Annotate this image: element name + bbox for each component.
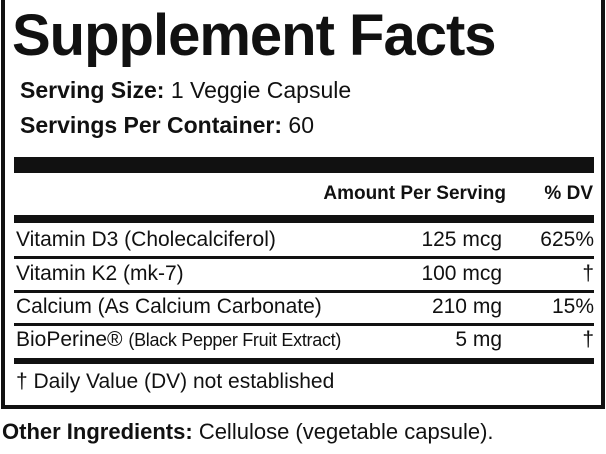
- serving-size-value: 1 Veggie Capsule: [170, 77, 352, 103]
- table-row: BioPerine® (Black Pepper Fruit Extract) …: [14, 324, 594, 356]
- footnote: † Daily Value (DV) not established: [16, 370, 335, 393]
- servings-per-container: Servings Per Container: 60: [20, 112, 314, 138]
- nutrient-name: Calcium (As Calcium Carbonate): [16, 295, 322, 318]
- nutrient-brand-name: BioPerine®: [16, 328, 123, 351]
- panel-title: Supplement Facts: [12, 3, 497, 68]
- header-divider: [14, 215, 594, 223]
- row-divider: [14, 290, 594, 293]
- other-ingredients-label: Other Ingredients:: [2, 419, 193, 444]
- serving-size-label: Serving Size:: [20, 77, 165, 103]
- row-divider: [14, 323, 594, 326]
- other-ingredients-value: Cellulose (vegetable capsule).: [198, 419, 494, 444]
- thick-divider: [14, 157, 594, 173]
- nutrient-amount: 100 mcg: [421, 262, 502, 285]
- nutrient-name: BioPerine® (Black Pepper Fruit Extract): [16, 324, 341, 356]
- serving-size: Serving Size: 1 Veggie Capsule: [20, 77, 351, 103]
- dv-column-header: % DV: [544, 183, 593, 204]
- nutrient-name: Vitamin K2 (mk-7): [16, 262, 184, 285]
- table-row: Vitamin K2 (mk-7) 100 mcg †: [14, 258, 594, 293]
- nutrient-amount: 125 mcg: [421, 228, 502, 251]
- row-divider: [14, 256, 594, 259]
- servings-per-container-value: 60: [288, 112, 315, 138]
- servings-per-container-label: Servings Per Container:: [20, 112, 283, 138]
- table-row: Calcium (As Calcium Carbonate) 210 mg 15…: [14, 291, 594, 326]
- nutrient-dv: †: [582, 262, 594, 285]
- footer-divider: [14, 358, 594, 364]
- nutrient-name-note: (Black Pepper Fruit Extract): [128, 330, 342, 350]
- nutrient-dv: 15%: [551, 295, 594, 318]
- supplement-facts-panel: [1, 0, 605, 409]
- nutrient-dv: †: [582, 328, 594, 351]
- nutrient-amount: 210 mg: [431, 295, 502, 318]
- nutrient-amount: 5 mg: [455, 328, 502, 351]
- nutrient-dv: 625%: [540, 228, 594, 251]
- nutrient-name: Vitamin D3 (Cholecalciferol): [16, 228, 276, 251]
- table-row: Vitamin D3 (Cholecalciferol) 125 mcg 625…: [14, 224, 594, 259]
- amount-column-header: Amount Per Serving: [323, 183, 506, 204]
- other-ingredients: Other Ingredients: Cellulose (vegetable …: [2, 418, 494, 446]
